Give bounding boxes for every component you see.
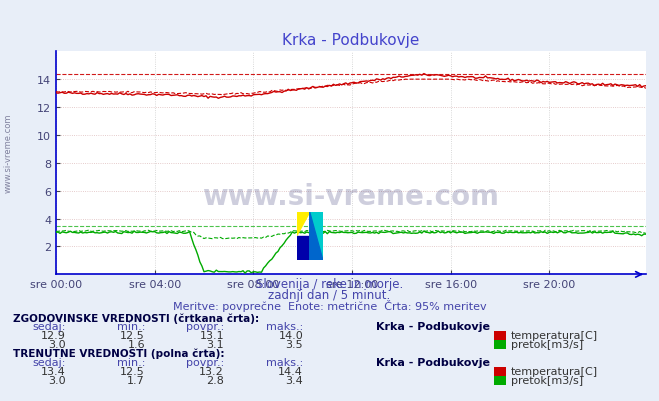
Text: Meritve: povprečne  Enote: metrične  Črta: 95% meritev: Meritve: povprečne Enote: metrične Črta:… — [173, 300, 486, 312]
Polygon shape — [310, 213, 323, 261]
Polygon shape — [297, 237, 310, 261]
Text: 12.9: 12.9 — [41, 330, 66, 340]
Text: min.:: min.: — [117, 357, 145, 367]
Text: Krka - Podbukovje: Krka - Podbukovje — [376, 322, 490, 332]
Text: Slovenija / reke in morje.: Slovenija / reke in morje. — [256, 277, 403, 290]
Polygon shape — [297, 213, 310, 237]
Text: www.si-vreme.com: www.si-vreme.com — [3, 113, 13, 192]
Text: 1.6: 1.6 — [127, 339, 145, 349]
Text: 12.5: 12.5 — [120, 366, 145, 376]
Text: 3.0: 3.0 — [48, 375, 66, 385]
Text: zadnji dan / 5 minut.: zadnji dan / 5 minut. — [268, 289, 391, 302]
Text: ZGODOVINSKE VREDNOSTI (črtkana črta):: ZGODOVINSKE VREDNOSTI (črtkana črta): — [13, 312, 259, 323]
Text: 3.0: 3.0 — [48, 339, 66, 349]
Text: TRENUTNE VREDNOSTI (polna črta):: TRENUTNE VREDNOSTI (polna črta): — [13, 348, 225, 358]
Text: povpr.:: povpr.: — [186, 357, 224, 367]
Text: 3.5: 3.5 — [285, 339, 303, 349]
Text: maks.:: maks.: — [266, 322, 303, 332]
Text: 3.4: 3.4 — [285, 375, 303, 385]
Text: temperatura[C]: temperatura[C] — [511, 330, 598, 340]
Text: 13.2: 13.2 — [199, 366, 224, 376]
Text: 13.4: 13.4 — [41, 366, 66, 376]
Text: 14.0: 14.0 — [278, 330, 303, 340]
Title: Krka - Podbukovje: Krka - Podbukovje — [282, 33, 420, 48]
Text: 12.5: 12.5 — [120, 330, 145, 340]
Text: maks.:: maks.: — [266, 357, 303, 367]
Text: www.si-vreme.com: www.si-vreme.com — [202, 183, 500, 211]
Text: 1.7: 1.7 — [127, 375, 145, 385]
Text: min.:: min.: — [117, 322, 145, 332]
Text: 13.1: 13.1 — [200, 330, 224, 340]
Text: Krka - Podbukovje: Krka - Podbukovje — [376, 357, 490, 367]
Polygon shape — [310, 213, 323, 261]
Text: 14.4: 14.4 — [278, 366, 303, 376]
Text: 2.8: 2.8 — [206, 375, 224, 385]
Text: pretok[m3/s]: pretok[m3/s] — [511, 375, 583, 385]
Text: pretok[m3/s]: pretok[m3/s] — [511, 339, 583, 349]
Polygon shape — [310, 213, 323, 237]
Text: sedaj:: sedaj: — [32, 357, 66, 367]
Text: povpr.:: povpr.: — [186, 322, 224, 332]
Text: 3.1: 3.1 — [206, 339, 224, 349]
Text: sedaj:: sedaj: — [32, 322, 66, 332]
Text: temperatura[C]: temperatura[C] — [511, 366, 598, 376]
